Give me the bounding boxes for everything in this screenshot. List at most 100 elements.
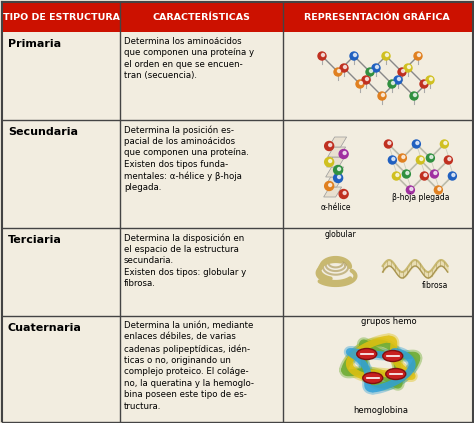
Circle shape (392, 82, 394, 85)
Circle shape (423, 82, 427, 85)
Circle shape (398, 154, 406, 162)
Circle shape (420, 80, 428, 88)
Circle shape (414, 52, 422, 60)
Circle shape (388, 156, 396, 164)
Circle shape (444, 156, 452, 164)
Circle shape (359, 82, 363, 85)
Circle shape (440, 140, 448, 148)
Circle shape (375, 66, 379, 69)
Circle shape (401, 69, 404, 72)
Circle shape (448, 157, 451, 160)
Circle shape (354, 53, 356, 57)
Text: Primaria: Primaria (8, 39, 61, 49)
Bar (2, 32, 473, 120)
Circle shape (385, 53, 389, 57)
Circle shape (337, 168, 341, 170)
Circle shape (426, 76, 434, 84)
Circle shape (438, 187, 441, 190)
Circle shape (420, 157, 423, 160)
Bar (2, 228, 473, 316)
Polygon shape (328, 147, 346, 157)
Polygon shape (327, 157, 345, 167)
Text: α-hélice: α-hélice (320, 203, 351, 212)
Circle shape (398, 68, 406, 76)
Polygon shape (326, 167, 344, 177)
Circle shape (321, 53, 325, 57)
Text: β-hoja plegada: β-hoja plegada (392, 193, 449, 202)
Circle shape (343, 151, 346, 154)
Text: Secundaria: Secundaria (8, 127, 78, 137)
Circle shape (392, 172, 401, 180)
Text: Determina los aminoácidos
que componen una proteína y
el orden en que se encuen-: Determina los aminoácidos que componen u… (124, 37, 254, 80)
Circle shape (420, 172, 428, 180)
Circle shape (356, 80, 364, 88)
Circle shape (412, 140, 420, 148)
Ellipse shape (383, 351, 403, 362)
Circle shape (334, 68, 342, 76)
Text: Cuaternaria: Cuaternaria (8, 323, 82, 333)
Circle shape (388, 142, 391, 145)
Circle shape (410, 187, 413, 190)
Polygon shape (325, 177, 343, 187)
Circle shape (382, 93, 384, 96)
Text: hemoglobina: hemoglobina (353, 406, 408, 415)
Text: grupos hemo: grupos hemo (361, 317, 417, 326)
Circle shape (334, 173, 343, 182)
Text: CARACTERÍSTICAS: CARACTERÍSTICAS (153, 13, 250, 22)
Circle shape (402, 170, 410, 178)
Circle shape (404, 64, 412, 72)
Circle shape (325, 142, 334, 151)
Circle shape (452, 173, 455, 176)
Text: TIPO DE ESTRUCTURA: TIPO DE ESTRUCTURA (3, 13, 120, 22)
Circle shape (430, 156, 433, 159)
Circle shape (416, 142, 419, 145)
Text: globular: globular (325, 230, 356, 239)
Circle shape (325, 157, 334, 167)
Circle shape (366, 68, 374, 76)
Text: Terciaria: Terciaria (8, 235, 62, 245)
Circle shape (406, 171, 409, 175)
Bar (2, 2, 473, 32)
Circle shape (372, 64, 380, 72)
Circle shape (343, 192, 346, 195)
Circle shape (365, 77, 368, 80)
Circle shape (430, 170, 438, 178)
Circle shape (339, 190, 348, 198)
Circle shape (318, 52, 326, 60)
Circle shape (413, 93, 417, 96)
Circle shape (398, 77, 401, 80)
Ellipse shape (357, 349, 377, 360)
Circle shape (448, 172, 456, 180)
Circle shape (370, 69, 373, 72)
Ellipse shape (386, 368, 406, 379)
Circle shape (402, 156, 405, 159)
Circle shape (396, 173, 399, 176)
Polygon shape (328, 137, 346, 147)
Circle shape (434, 171, 437, 175)
Text: fibrosa: fibrosa (421, 281, 448, 290)
Text: Determina la unión, mediante
enlaces débiles, de varias
cadenas polipeptídicas, : Determina la unión, mediante enlaces déb… (124, 321, 254, 411)
Circle shape (325, 181, 334, 190)
Circle shape (339, 149, 348, 159)
Circle shape (344, 66, 346, 69)
Circle shape (328, 159, 332, 162)
Circle shape (384, 140, 392, 148)
Circle shape (328, 143, 332, 146)
Bar (2, 120, 473, 228)
Circle shape (378, 92, 386, 100)
Bar (2, 316, 473, 422)
Circle shape (388, 80, 396, 88)
Circle shape (340, 64, 348, 72)
Circle shape (426, 154, 434, 162)
Circle shape (328, 184, 332, 187)
Circle shape (382, 52, 390, 60)
Circle shape (424, 173, 427, 176)
Circle shape (334, 165, 343, 175)
Polygon shape (324, 187, 342, 197)
Circle shape (429, 77, 432, 80)
Circle shape (418, 53, 420, 57)
Circle shape (444, 142, 447, 145)
Circle shape (410, 92, 418, 100)
Circle shape (408, 66, 410, 69)
Circle shape (337, 69, 340, 72)
